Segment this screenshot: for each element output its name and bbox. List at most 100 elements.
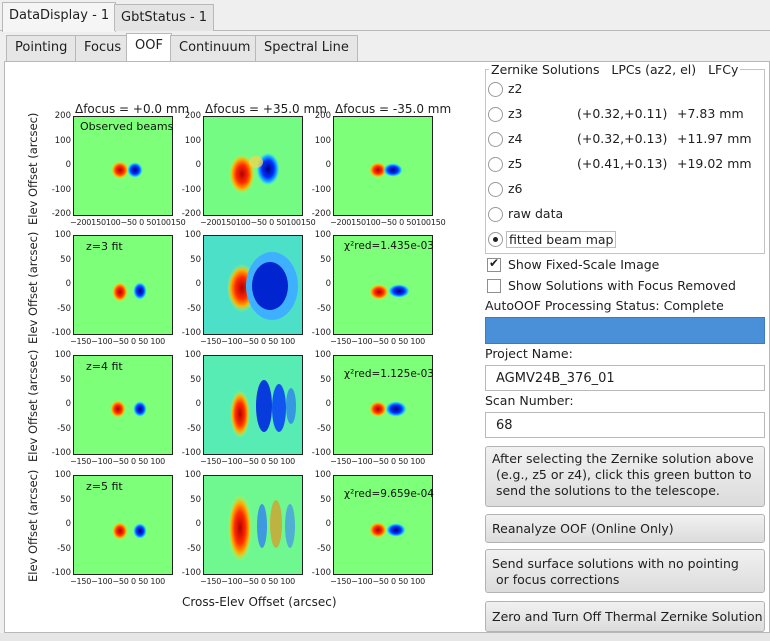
y-tick-label: -50	[317, 423, 331, 434]
radio-label-z4: z4	[508, 131, 523, 146]
y-tick-label: -100	[311, 328, 331, 338]
radio-z5[interactable]	[488, 157, 503, 172]
y-tick-label: 50	[190, 254, 201, 265]
y-tick-label: 50	[60, 494, 71, 505]
y-tick-label: 100	[184, 350, 201, 360]
tab-gbtstatus[interactable]: GbtStatus - 1	[114, 4, 215, 31]
row-label-z4: z=4 fit	[86, 360, 123, 373]
focus-removed-label: Show Solutions with Focus Removed	[508, 278, 736, 293]
y-tick-label: -100	[181, 448, 201, 458]
y-tick-label: -200	[311, 209, 331, 219]
plot-z4-focus0	[73, 355, 173, 455]
y-tick-label: 50	[320, 494, 331, 505]
y-tick-label: -50	[317, 543, 331, 554]
tab-pointing[interactable]: Pointing	[6, 35, 77, 61]
fixed-scale-checkbox[interactable]	[487, 256, 501, 272]
tab-continuum[interactable]: Continuum	[170, 35, 260, 61]
row-label-observed: Observed beams	[80, 120, 174, 133]
tab-oof[interactable]: OOF	[126, 33, 172, 62]
y-tick-label: -50	[317, 303, 331, 314]
row-label-z3: z=3 fit	[86, 240, 123, 253]
status-bar	[0, 633, 770, 641]
tab-spectral-line[interactable]: Spectral Line	[255, 35, 358, 61]
x-axis-label: Cross-Elev Offset (arcsec)	[182, 595, 337, 609]
radio-raw-data[interactable]	[488, 207, 503, 222]
y-tick-label: -50	[57, 423, 71, 434]
lfcy-value-z5: +19.02 mm	[677, 156, 752, 171]
y-tick-label: 100	[314, 135, 331, 146]
fixed-scale-label: Show Fixed-Scale Image	[508, 257, 660, 272]
radio-label-z2: z2	[508, 81, 523, 96]
radio-label-fitted-beam-map: fitted beam map	[506, 231, 617, 248]
y-axis-label-row1: Elev Offset (arcsec)	[26, 112, 40, 225]
y-tick-label: -100	[311, 448, 331, 458]
plot-z4-focus-minus35	[333, 355, 433, 455]
scan-number-input[interactable]: 68	[485, 412, 765, 438]
radio-z3[interactable]	[488, 107, 503, 122]
lfcy-value-z3: +7.83 mm	[677, 106, 744, 121]
x-tick-labels: −200150100−50 0 50100150	[200, 218, 316, 227]
col-header-1: Δfocus = +0.0 mm	[75, 102, 190, 116]
send-solutions-button[interactable]: After selecting the Zernike solution abo…	[485, 446, 765, 507]
y-tick-label: -100	[51, 568, 71, 578]
plot-observed-focus-plus35	[203, 116, 303, 216]
y-tick-label: 100	[184, 230, 201, 240]
y-tick-label: -100	[181, 328, 201, 338]
y-tick-label: 50	[60, 254, 71, 265]
radio-z2[interactable]	[488, 82, 503, 97]
y-tick-label: 200	[54, 111, 71, 121]
y-tick-label: 50	[320, 254, 331, 265]
y-tick-label: 200	[314, 111, 331, 121]
y-tick-label: -100	[51, 328, 71, 338]
plot-z5-focus0	[73, 475, 173, 575]
project-name-label: Project Name:	[485, 346, 573, 361]
zero-thermal-button[interactable]: Zero and Turn Off Thermal Zernike Soluti…	[485, 601, 765, 632]
tab-datadisplay[interactable]: DataDisplay - 1	[2, 2, 117, 32]
plot-z4-focus-plus35	[203, 355, 303, 455]
y-tick-label: 100	[314, 350, 331, 360]
plot-z3-focus-minus35	[333, 235, 433, 335]
x-tick-labels: −200150100−50 0 50100150	[330, 218, 446, 227]
x-tick-labels: −150−100−50 0 50 100	[330, 457, 425, 466]
radio-fitted-beam-map[interactable]	[488, 232, 503, 247]
lpcs-value-z3: (+0.32,+0.11)	[577, 106, 668, 121]
y-tick-label: 0	[65, 160, 71, 170]
y-tick-label: 0	[195, 279, 201, 289]
y-tick-label: 100	[54, 350, 71, 360]
y-tick-label: -50	[187, 423, 201, 434]
y-axis-label-row3: Elev Offset (arcsec)	[26, 349, 40, 462]
reanalyze-button[interactable]: Reanalyze OOF (Online Only)	[485, 514, 765, 543]
y-tick-label: 0	[325, 399, 331, 409]
radio-label-raw-data: raw data	[508, 206, 564, 221]
radio-z6[interactable]	[488, 182, 503, 197]
y-tick-label: 100	[54, 470, 71, 480]
y-tick-label: 100	[184, 470, 201, 480]
chi-label-z3: χ²red=1.435e-03	[344, 240, 434, 252]
y-tick-label: 0	[195, 519, 201, 529]
project-name-input[interactable]: AGMV24B_376_01	[485, 365, 765, 391]
y-tick-label: -50	[57, 303, 71, 314]
y-tick-label: 100	[54, 230, 71, 240]
status-text: AutoOOF Processing Status: Complete	[485, 298, 724, 313]
y-tick-label: 0	[65, 519, 71, 529]
lfcy-value-z4: +11.97 mm	[677, 131, 752, 146]
x-tick-labels: −150−100−50 0 50 100	[330, 337, 425, 346]
focus-removed-checkbox[interactable]	[487, 279, 501, 293]
send-surface-button[interactable]: Send surface solutions with no pointing …	[485, 549, 765, 593]
y-tick-label: 50	[320, 374, 331, 385]
radio-z4[interactable]	[488, 132, 503, 147]
y-tick-label: 200	[184, 111, 201, 121]
x-tick-labels: −150−100−50 0 50 100	[200, 577, 295, 586]
x-tick-labels: −150−100−50 0 50 100	[200, 457, 295, 466]
col-header-2: Δfocus = +35.0 mm	[205, 102, 327, 116]
x-tick-labels: −150−100−50 0 50 100	[330, 577, 425, 586]
y-tick-label: 0	[325, 519, 331, 529]
y-tick-label: -50	[187, 303, 201, 314]
y-tick-label: 100	[184, 135, 201, 146]
lpcs-value-z5: (+0.41,+0.13)	[577, 156, 668, 171]
y-tick-label: -200	[181, 209, 201, 219]
plot-observed-focus0	[73, 116, 173, 216]
y-tick-label: 100	[314, 470, 331, 480]
y-tick-label: -50	[57, 543, 71, 554]
tab-focus[interactable]: Focus	[75, 35, 131, 61]
